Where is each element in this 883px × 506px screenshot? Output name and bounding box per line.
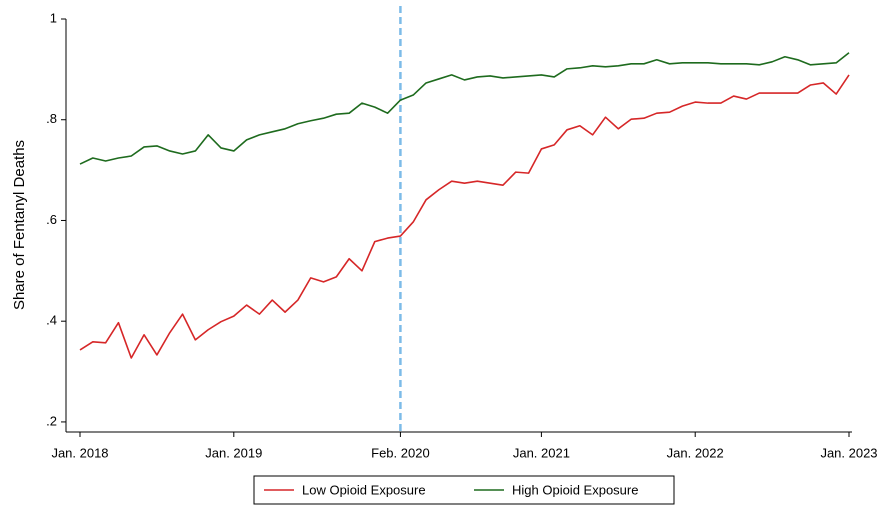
x-tick-label: Jan. 2023	[820, 445, 877, 460]
y-axis-label: Share of Fentanyl Deaths	[11, 140, 28, 310]
y-tick-label: .2	[46, 413, 57, 428]
x-tick-label: Jan. 2022	[667, 445, 724, 460]
data-line	[79, 74, 850, 359]
legend-box	[253, 475, 675, 505]
data-line	[79, 52, 850, 165]
x-tick-label: Jan. 2021	[513, 445, 570, 460]
x-tick-label: Jan. 2018	[51, 445, 108, 460]
y-tick-label: 1	[50, 10, 57, 25]
y-tick-label: .6	[46, 212, 57, 227]
x-tick-label: Jan. 2019	[205, 445, 262, 460]
y-tick-label: .8	[46, 111, 57, 126]
y-tick-label: .4	[46, 313, 57, 328]
legend-label: High Opioid Exposure	[512, 482, 638, 497]
x-tick-label: Feb. 2020	[371, 445, 430, 460]
legend-label: Low Opioid Exposure	[302, 482, 426, 497]
